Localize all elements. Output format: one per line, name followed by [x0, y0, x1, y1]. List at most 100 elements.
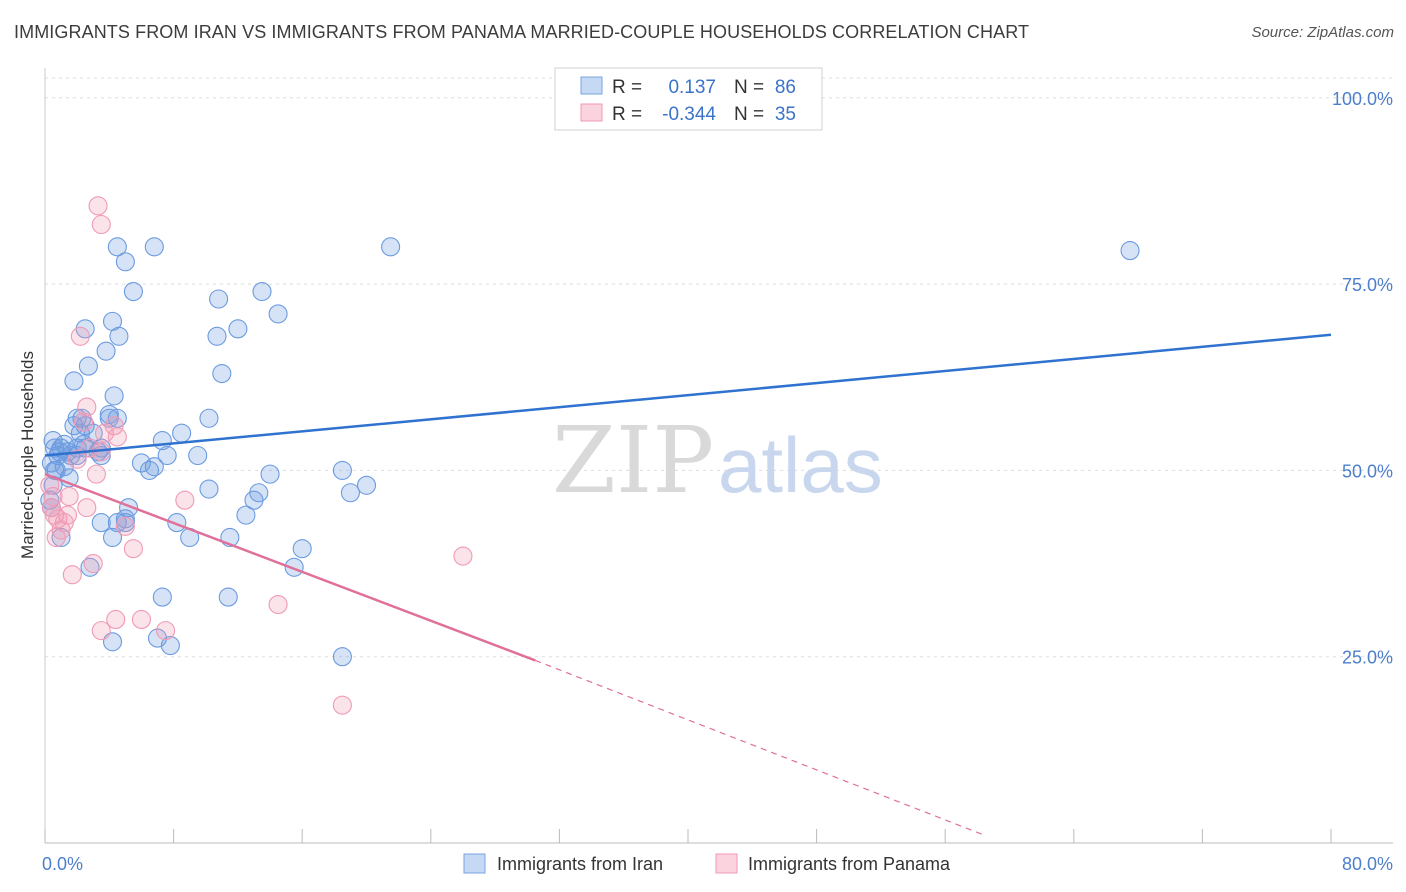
iran-point — [207, 326, 227, 346]
panama-point — [62, 565, 82, 585]
panama-point — [74, 412, 94, 432]
iran-point — [115, 509, 135, 529]
iran-point — [64, 371, 84, 391]
chart-source: Source: ZipAtlas.com — [1251, 24, 1394, 41]
panama-point — [57, 505, 78, 525]
iran-point — [1120, 241, 1140, 261]
tick-layer: 0.0% 80.0% 25.0% 50.0% 75.0% 100.0% — [42, 89, 1393, 874]
iran-point — [61, 445, 81, 466]
panama-point — [104, 416, 124, 436]
panama-point — [123, 539, 143, 559]
iran-point — [102, 527, 123, 548]
panama-point — [70, 326, 90, 346]
iran-n-value: 86 — [775, 77, 796, 98]
iran-point — [67, 408, 87, 428]
iran-point — [160, 635, 180, 656]
panama-point — [268, 594, 288, 615]
iran-r-value: 0.137 — [668, 77, 716, 98]
iran-point — [209, 289, 229, 309]
stats-legend: R = 0.137 N = 86 R = -0.344 N = 35 — [554, 67, 823, 131]
panama-point — [77, 498, 97, 518]
iran-point — [144, 457, 164, 477]
panama-point — [453, 546, 473, 566]
panama-point — [48, 509, 68, 529]
panama-trend-line — [44, 472, 536, 662]
panama-point — [332, 695, 352, 715]
iran-point — [49, 442, 70, 462]
panama-r-label: R = — [612, 104, 642, 125]
iran-point — [228, 319, 248, 339]
panama-trend-extension — [535, 659, 986, 837]
iran-point — [249, 483, 269, 503]
series-legend: Immigrants from Iran Immigrants from Pan… — [463, 853, 951, 874]
watermark: ZIP atlas — [552, 407, 883, 514]
iran-point — [157, 445, 177, 466]
iran-point — [260, 464, 280, 484]
iran-r-label: R = — [612, 77, 642, 98]
legend-iran-swatch — [463, 853, 486, 874]
iran-point — [115, 252, 135, 272]
iran-trend-line — [44, 333, 1332, 457]
iran-point — [43, 431, 63, 451]
legend-panama-label: Immigrants from Panama — [748, 854, 951, 874]
iran-point — [252, 282, 272, 302]
x-tick-label-min: 0.0% — [42, 854, 83, 874]
watermark-atlas: atlas — [718, 421, 883, 509]
panama-n-label: N = — [734, 104, 764, 125]
iran-point — [107, 237, 127, 257]
iran-point — [199, 408, 219, 428]
panama-point — [175, 490, 195, 510]
panama-point — [91, 621, 111, 641]
iran-point — [152, 587, 172, 607]
panama-point — [88, 196, 108, 216]
panama-r-value: -0.344 — [662, 104, 716, 125]
iran-point — [123, 282, 143, 302]
iran-point — [381, 237, 401, 257]
iran-point — [340, 483, 360, 503]
iran-point — [131, 453, 151, 473]
iran-point — [102, 311, 123, 331]
watermark-zip: ZIP — [552, 407, 714, 514]
panama-point — [115, 516, 135, 536]
panama-point — [46, 527, 66, 548]
panama-point — [83, 554, 103, 574]
legend-iran-label: Immigrants from Iran — [497, 854, 663, 874]
iran-point — [51, 527, 71, 548]
iran-point — [332, 647, 352, 667]
panama-swatch — [580, 103, 603, 122]
iran-point — [218, 587, 238, 607]
iran-point — [40, 490, 60, 510]
panama-point — [106, 609, 126, 629]
panama-n-value: 35 — [775, 104, 796, 125]
y-tick-label: 100.0% — [1332, 89, 1393, 109]
iran-point — [199, 479, 219, 499]
y-tick-label: 25.0% — [1342, 648, 1393, 668]
chart-title: IMMIGRANTS FROM IRAN VS IMMIGRANTS FROM … — [14, 22, 1030, 42]
panama-point — [77, 397, 97, 417]
iran-point — [104, 386, 124, 406]
panama-point — [59, 486, 79, 507]
iran-point — [96, 341, 116, 361]
panama-point — [91, 214, 111, 235]
y-tick-label: 75.0% — [1342, 275, 1393, 295]
trend-layer — [44, 333, 1332, 837]
panama-point — [107, 427, 127, 447]
panama-point — [86, 464, 106, 484]
iran-point — [78, 356, 98, 376]
iran-point — [268, 304, 288, 324]
legend-panama-swatch — [715, 853, 738, 874]
iran-point — [236, 505, 256, 525]
iran-point — [80, 557, 100, 577]
iran-point — [83, 423, 103, 443]
panama-point — [131, 609, 151, 629]
x-tick-label-max: 80.0% — [1342, 854, 1393, 874]
iran-swatch — [580, 76, 603, 95]
iran-point — [356, 475, 377, 495]
iran-point — [172, 423, 192, 443]
panama-point — [156, 621, 176, 641]
iran-point — [332, 460, 352, 480]
panama-point — [67, 449, 87, 469]
iran-point — [144, 237, 164, 257]
iran-point — [91, 513, 111, 533]
